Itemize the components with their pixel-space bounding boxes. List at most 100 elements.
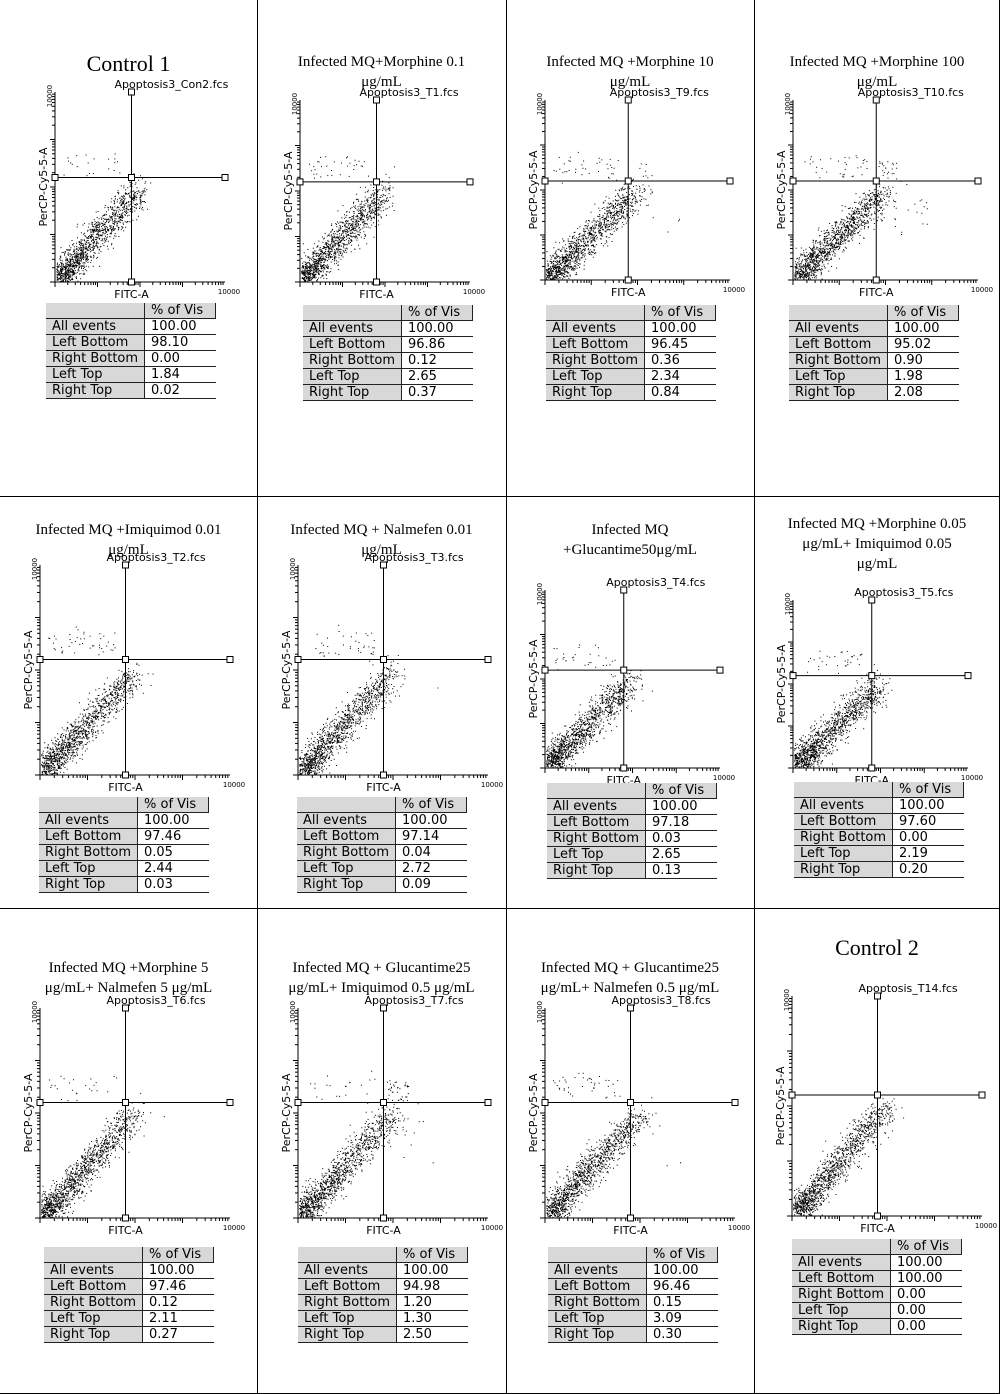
- quadrant-handle[interactable]: [227, 1100, 233, 1106]
- stats-row-label: Right Bottom: [794, 830, 893, 846]
- quadrant-handle[interactable]: [717, 667, 723, 673]
- quadrant-handle[interactable]: [37, 1100, 43, 1106]
- stats-row-label: Left Top: [44, 1311, 143, 1327]
- stats-row-label: Right Top: [44, 1327, 143, 1343]
- stats-row: Left Bottom 97.46: [44, 1279, 214, 1295]
- quadrant-handle[interactable]: [873, 277, 879, 283]
- quadrant-handle[interactable]: [625, 178, 631, 184]
- quadrant-handle[interactable]: [485, 657, 491, 663]
- quadrant-handle[interactable]: [381, 657, 387, 663]
- file-name-label: Apoptosis3_T4.fcs: [606, 576, 705, 589]
- panel-title: Control 2: [754, 936, 1000, 960]
- x-axis-label: FITC-A: [366, 1224, 401, 1237]
- quadrant-handle[interactable]: [222, 175, 228, 181]
- quadrant-handle[interactable]: [295, 657, 301, 663]
- stats-row: All events 100.00: [303, 321, 473, 337]
- quadrant-handle[interactable]: [727, 178, 733, 184]
- quadrant-handle[interactable]: [979, 1092, 985, 1098]
- stats-header-row: % of Vis: [39, 797, 209, 813]
- quadrant-handle[interactable]: [381, 1100, 387, 1106]
- x-axis-max-tick-label: 10000: [975, 1222, 997, 1230]
- stats-row: All events 100.00: [39, 813, 209, 829]
- quadrant-handle[interactable]: [374, 179, 380, 185]
- quadrant-handle[interactable]: [129, 279, 135, 285]
- x-axis-label: FITC-A: [108, 781, 143, 794]
- stats-row: Right Bottom 1.20: [298, 1295, 468, 1311]
- stats-row-label: All events: [298, 1263, 397, 1279]
- quadrant-handle[interactable]: [873, 178, 879, 184]
- stats-header-row: % of Vis: [794, 782, 964, 798]
- quadrant-handle[interactable]: [297, 179, 303, 185]
- stats-row-value: 100.00: [396, 813, 467, 829]
- quadrant-handle[interactable]: [975, 178, 981, 184]
- stats-row-label: Left Bottom: [44, 1279, 143, 1295]
- quadrant-handle[interactable]: [628, 1215, 634, 1221]
- y-axis-label: PerCP-Cy5-5-A: [280, 1073, 293, 1152]
- quadrant-handle[interactable]: [227, 657, 233, 663]
- quadrant-handle[interactable]: [542, 1100, 548, 1106]
- stats-header-label: % of Vis: [138, 797, 209, 813]
- quadrant-handle[interactable]: [542, 178, 548, 184]
- quadrant-handle[interactable]: [869, 765, 875, 771]
- y-axis-max-tick-label: 10000: [784, 93, 792, 115]
- quadrant-handle[interactable]: [789, 1092, 795, 1098]
- quadrant-handle[interactable]: [790, 178, 796, 184]
- stats-row-value: 1.30: [397, 1311, 468, 1327]
- quadrant-handle[interactable]: [965, 673, 971, 679]
- quadrant-handle[interactable]: [129, 175, 135, 181]
- panel-title-line: Infected MQ+Morphine 0.1: [257, 52, 506, 72]
- quadrant-handle[interactable]: [790, 673, 796, 679]
- event-dots: [546, 645, 653, 768]
- flow-scatter-plot: Apoptosis3_T4.fcsFITC-APerCP-Cy5-5-A1000…: [515, 572, 750, 790]
- stats-row-label: Right Top: [548, 1327, 647, 1343]
- stats-row-value: 97.14: [396, 829, 467, 845]
- quadrant-handle[interactable]: [542, 667, 548, 673]
- quadrant-handle[interactable]: [869, 673, 875, 679]
- quadrant-handle[interactable]: [628, 1100, 634, 1106]
- stats-row-label: Left Top: [548, 1311, 647, 1327]
- stats-row: Right Bottom 0.04: [297, 845, 467, 861]
- stats-row-value: 2.08: [888, 385, 959, 401]
- quadrant-handle[interactable]: [123, 1215, 129, 1221]
- quadrant-handle[interactable]: [875, 1213, 881, 1219]
- file-name-label: Apoptosis3_Con2.fcs: [115, 78, 229, 91]
- stats-row-label: Left Top: [792, 1303, 891, 1319]
- x-axis-max-tick-label: 10000: [728, 1224, 750, 1232]
- quadrant-handle[interactable]: [123, 772, 129, 778]
- stats-row-value: 0.30: [647, 1327, 718, 1343]
- quadrant-handle[interactable]: [381, 1215, 387, 1221]
- quadrant-handle[interactable]: [621, 765, 627, 771]
- y-axis-label: PerCP-Cy5-5-A: [527, 1073, 540, 1152]
- quadrant-handle[interactable]: [37, 657, 43, 663]
- stats-row-value: 0.13: [646, 863, 717, 879]
- quadrant-handle[interactable]: [485, 1100, 491, 1106]
- quadrant-handle[interactable]: [732, 1100, 738, 1106]
- panel-title-line: Infected MQ +Morphine 0.05: [754, 514, 1000, 534]
- stats-row-value: 100.00: [647, 1263, 718, 1279]
- quadrant-handle[interactable]: [374, 279, 380, 285]
- quadrant-handle[interactable]: [52, 175, 58, 181]
- stats-header-blank: [39, 797, 138, 813]
- quadrant-handle[interactable]: [295, 1100, 301, 1106]
- x-axis-max-tick-label: 10000: [223, 1224, 245, 1232]
- stats-row-value: 1.84: [145, 367, 216, 383]
- stats-row-label: Left Bottom: [303, 337, 402, 353]
- quadrant-handle[interactable]: [621, 667, 627, 673]
- flow-scatter-plot: Apoptosis3_T1.fcsFITC-APerCP-Cy5-5-A1000…: [270, 82, 500, 304]
- quadrant-stats-table: % of Vis All events 100.00 Left Bottom 100.0…: [792, 1239, 962, 1335]
- quadrant-handle[interactable]: [875, 1092, 881, 1098]
- stats-header-label: % of Vis: [891, 1239, 962, 1255]
- quadrant-handle[interactable]: [123, 1100, 129, 1106]
- panel-title-line: μg/mL+ Imiquimod 0.05: [754, 534, 1000, 554]
- quadrant-handle[interactable]: [381, 772, 387, 778]
- stats-row-label: Right Top: [546, 385, 645, 401]
- stats-row: Right Top 0.00: [792, 1319, 962, 1335]
- stats-row-label: Right Top: [298, 1327, 397, 1343]
- stats-row: Left Bottom 96.86: [303, 337, 473, 353]
- stats-row-value: 0.36: [645, 353, 716, 369]
- quadrant-handle[interactable]: [467, 179, 473, 185]
- y-axis-label: PerCP-Cy5-5-A: [37, 147, 50, 226]
- file-name-label: Apoptosis3_T5.fcs: [854, 586, 953, 599]
- quadrant-handle[interactable]: [625, 277, 631, 283]
- quadrant-handle[interactable]: [123, 657, 129, 663]
